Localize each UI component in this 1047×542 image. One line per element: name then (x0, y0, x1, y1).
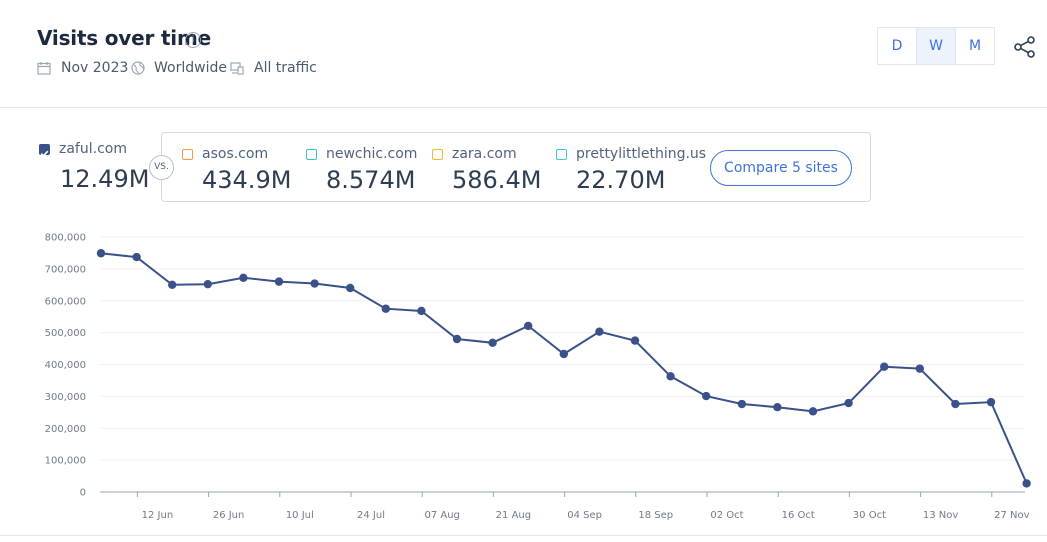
granularity-day-button[interactable]: D (877, 27, 917, 65)
competitor-name-prettylittlething: prettylittlething.us (576, 146, 707, 162)
data-point[interactable] (417, 306, 426, 316)
vs-badge: VS. (149, 155, 174, 180)
region-filter[interactable]: Worldwide (154, 60, 227, 76)
data-point[interactable] (452, 334, 462, 344)
data-point[interactable] (488, 338, 497, 348)
y-tick-label: 600,000 (45, 296, 86, 307)
data-point[interactable] (702, 391, 711, 401)
y-tick-label: 500,000 (45, 328, 86, 339)
data-point[interactable] (737, 399, 746, 409)
data-point[interactable] (381, 304, 390, 313)
y-tick-label: 0 (80, 488, 86, 499)
primary-site-value: 12.49M (60, 165, 150, 193)
data-point[interactable] (880, 362, 889, 371)
data-point[interactable] (844, 398, 853, 408)
x-tick-label: 02 Oct (710, 510, 743, 521)
competitor-value-prettylittlething: 22.70M (576, 166, 666, 194)
data-point[interactable] (310, 279, 319, 288)
data-point[interactable] (524, 321, 533, 331)
widget-bottom-divider (0, 535, 1047, 536)
zara-checkbox[interactable] (432, 149, 443, 160)
checkmark-icon (40, 150, 49, 157)
primary-site-name: zaful.com (59, 141, 127, 157)
data-point[interactable] (773, 403, 782, 412)
x-tick-label: 12 Jun (142, 510, 174, 521)
x-tick-label: 24 Jul (357, 510, 385, 521)
competitor-name-newchic: newchic.com (326, 146, 418, 162)
x-tick-label: 04 Sep (567, 510, 602, 521)
compare-sites-button[interactable]: Compare 5 sites (710, 150, 852, 186)
calendar-icon (37, 62, 51, 75)
date-range[interactable]: Nov 2023 (61, 60, 129, 76)
data-points (96, 249, 1031, 488)
data-point[interactable] (346, 283, 355, 293)
granularity-week-button[interactable]: W (916, 27, 956, 65)
asos-checkbox[interactable] (182, 149, 193, 160)
data-point[interactable] (1022, 479, 1031, 488)
data-point[interactable] (274, 277, 284, 286)
competitor-name-zara: zara.com (452, 146, 517, 162)
widget-header: Visits over time i Nov 2023 Worldwide Al… (0, 0, 1047, 108)
data-point[interactable] (595, 327, 604, 336)
prettylittlething-checkbox[interactable] (556, 149, 567, 160)
y-tick-label: 400,000 (45, 360, 86, 371)
share-icon[interactable] (1014, 36, 1036, 58)
visits-line-chart: 800,000 700,000 600,000 500,000 400,000 300,0… (45, 233, 1031, 521)
competitor-value-asos: 434.9M (202, 166, 292, 194)
granularity-month-button[interactable]: M (955, 27, 995, 65)
y-tick-label: 100,000 (45, 456, 86, 467)
y-tick-label: 200,000 (45, 424, 86, 435)
data-point[interactable] (132, 252, 141, 262)
data-point[interactable] (168, 280, 177, 290)
x-tick-label: 27 Nov (994, 510, 1030, 521)
data-point[interactable] (986, 397, 996, 407)
widget-title: Visits over time (37, 26, 211, 50)
y-axis: 800,000 700,000 600,000 500,000 400,000 300,0… (45, 233, 86, 499)
data-point[interactable] (203, 279, 212, 289)
data-point[interactable] (559, 349, 568, 359)
y-tick-label: 800,000 (45, 233, 86, 244)
zaful-checkbox[interactable] (39, 144, 50, 157)
x-tick-label: 30 Oct (853, 510, 886, 521)
data-point[interactable] (630, 336, 640, 345)
info-icon[interactable]: i (185, 32, 201, 48)
competitor-value-zara: 586.4M (452, 166, 542, 194)
y-tick-label: 700,000 (45, 264, 86, 275)
x-tick-label: 16 Oct (782, 510, 815, 521)
data-point[interactable] (951, 399, 960, 409)
data-point[interactable] (239, 273, 248, 282)
data-point[interactable] (666, 372, 675, 381)
x-tick-label: 26 Jun (213, 510, 245, 521)
devices-icon (230, 62, 244, 75)
globe-icon (131, 61, 145, 75)
traffic-filter[interactable]: All traffic (254, 60, 317, 76)
data-point[interactable] (96, 249, 106, 258)
y-tick-label: 300,000 (45, 392, 86, 403)
competitor-name-asos: asos.com (202, 146, 269, 162)
x-tick-label: 07 Aug (424, 510, 459, 521)
x-tick-label: 18 Sep (638, 510, 673, 521)
data-point[interactable] (915, 364, 924, 373)
x-axis: 12 Jun 26 Jun 10 Jul 24 Jul 07 Aug 21 Aug 04 S… (136, 492, 1030, 521)
x-tick-label: 13 Nov (923, 510, 959, 521)
newchic-checkbox[interactable] (306, 149, 317, 160)
competitor-value-newchic: 8.574M (326, 166, 416, 194)
data-point[interactable] (808, 407, 818, 416)
x-tick-label: 21 Aug (496, 510, 531, 521)
chart-gridlines (100, 236, 1025, 493)
x-tick-label: 10 Jul (286, 510, 314, 521)
